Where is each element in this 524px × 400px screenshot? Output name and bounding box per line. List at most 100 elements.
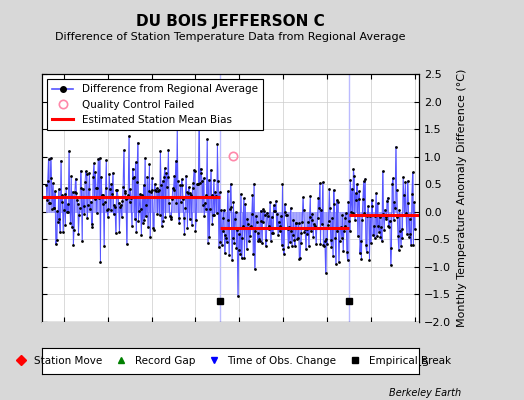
Point [389,175,397,182]
Point [221,232,230,238]
Point [368,203,377,210]
Point [392,187,401,193]
Point [180,231,189,238]
Point [54,219,62,225]
Point [79,186,87,192]
Point [74,230,83,237]
Point [387,262,395,268]
Point [400,192,408,198]
Point [119,184,127,190]
Point [375,229,383,235]
Point [99,201,107,208]
Point [84,201,92,208]
Point [117,214,126,220]
Point [221,250,229,257]
Point [206,167,215,173]
Point [72,190,81,196]
Point [115,229,124,235]
Point [191,228,200,234]
Point [191,168,199,174]
Point [93,185,102,191]
Point [356,250,364,256]
Point [362,242,370,248]
Point [200,213,209,219]
Point [401,179,409,185]
Point [141,155,149,162]
Point [94,156,102,162]
Point [324,222,332,228]
Point [343,249,351,255]
Point [119,147,128,153]
Point [73,201,82,208]
Point [325,186,333,192]
Point [178,176,186,182]
Point [359,196,367,202]
Point [400,212,409,218]
Point [170,173,179,180]
Point [165,200,173,206]
Point [321,238,329,244]
Point [286,239,294,246]
Point [335,258,343,265]
Point [233,226,242,233]
Point [159,218,168,224]
Point [376,234,385,240]
Point [181,205,189,211]
Point [366,213,375,220]
Point [66,220,74,226]
Point [411,226,419,232]
Point [329,253,337,259]
Point [43,197,51,204]
Point [408,191,416,197]
Text: Berkeley Earth: Berkeley Earth [389,388,461,398]
Point [402,230,411,237]
Point [300,228,309,235]
Point [384,223,392,230]
Point [315,180,324,186]
Point [282,212,291,218]
Point [160,165,169,171]
Point [239,222,247,229]
Point [223,239,231,245]
Point [78,238,86,244]
Point [199,175,208,181]
Point [231,216,239,222]
Point [256,238,264,244]
Point [379,210,388,217]
Legend: Difference from Regional Average, Quality Control Failed, Estimated Station Mean: Difference from Regional Average, Qualit… [47,79,263,130]
Point [147,187,156,194]
Point [103,206,111,213]
Point [353,181,361,188]
Point [208,220,216,227]
Y-axis label: Monthly Temperature Anomaly Difference (°C): Monthly Temperature Anomaly Difference (… [457,69,467,327]
Point [167,214,176,220]
Point [52,241,60,248]
Point [250,266,259,272]
Point [158,178,167,184]
Point [136,191,144,198]
Point [272,225,281,231]
Point [196,166,205,172]
Point [217,242,226,248]
Point [195,98,203,104]
Point [185,216,194,222]
Point [150,181,159,187]
Point [60,207,68,214]
Point [316,241,325,248]
Point [395,247,403,253]
Point [271,208,279,214]
Point [357,256,366,263]
Point [110,202,118,208]
Point [261,242,270,249]
Point [398,226,406,232]
Point [340,228,348,234]
Point [297,230,305,236]
Point [85,170,94,176]
Point [68,224,76,230]
Point [284,244,292,250]
Point [220,207,228,213]
Point [171,158,180,164]
Point [249,251,257,258]
Point [219,228,227,234]
Point [86,198,95,205]
